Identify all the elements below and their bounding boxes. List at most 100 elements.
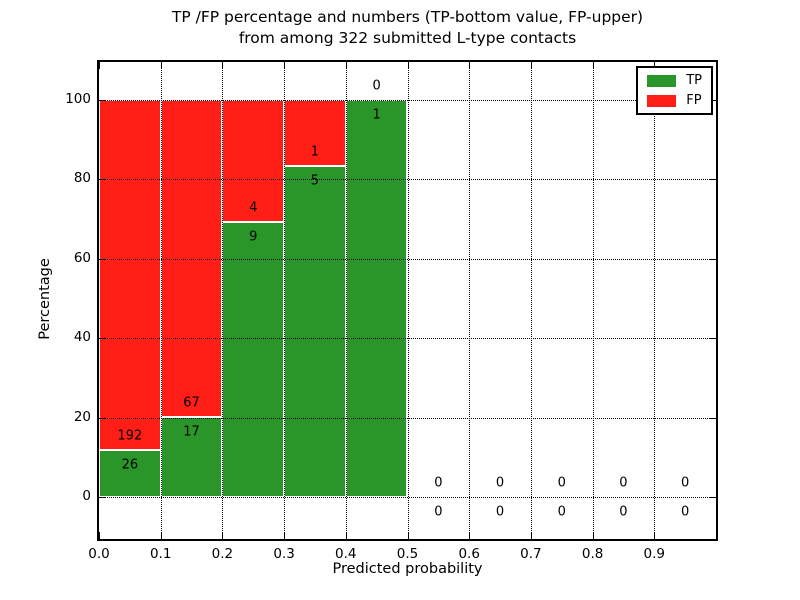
bar-segment-fp <box>222 100 285 223</box>
gridline-vertical <box>222 62 224 539</box>
bar-count-fp: 4 <box>249 200 258 216</box>
y-tick-mark <box>99 100 106 101</box>
bar-count-fp: 0 <box>681 475 690 491</box>
gridline-horizontal <box>99 338 716 340</box>
y-tick-mark <box>709 497 716 498</box>
x-tick-mark <box>345 532 347 539</box>
bar-count-fp: 0 <box>495 475 505 491</box>
legend: TP FP <box>636 66 713 115</box>
y-tick-label: 40 <box>73 329 91 346</box>
x-tick-mark <box>654 62 656 69</box>
gridline-vertical <box>592 62 594 539</box>
y-tick-mark <box>99 258 106 260</box>
y-tick-label: 20 <box>73 408 91 425</box>
y-tick-label: 60 <box>73 249 91 266</box>
gridline-horizontal <box>99 179 716 181</box>
x-tick-mark <box>99 62 100 69</box>
bar-segment-tp <box>345 100 408 497</box>
x-tick-mark <box>160 532 162 539</box>
x-tick-label: 0.5 <box>396 546 419 562</box>
x-tick-mark <box>530 532 532 539</box>
chart-title-line2: from among 322 submitted L-type contacts <box>238 29 577 47</box>
bar-count-tp: 9 <box>249 229 258 245</box>
x-tick-mark <box>592 532 594 539</box>
bar-count-fp: 0 <box>619 475 628 491</box>
x-tick-label: 0.7 <box>520 546 542 562</box>
y-tick-mark <box>99 338 106 340</box>
x-tick-mark <box>345 62 347 69</box>
bar-count-fp: 0 <box>434 475 443 491</box>
x-tick-mark <box>469 62 471 69</box>
x-tick-mark <box>654 532 656 539</box>
y-tick-mark <box>709 338 716 340</box>
fp-color-swatch-icon <box>647 94 677 107</box>
y-tick-mark <box>709 417 716 419</box>
bar-count-tp: 17 <box>183 424 200 440</box>
gridline-vertical <box>345 62 347 539</box>
legend-label-fp: FP <box>686 93 702 108</box>
x-tick-mark <box>407 62 409 69</box>
y-tick-mark <box>99 497 106 498</box>
gridline-horizontal <box>99 497 716 498</box>
x-tick-mark <box>222 62 224 69</box>
y-tick-label: 80 <box>73 170 91 187</box>
legend-item-tp: TP <box>647 74 702 87</box>
bar-count-fp: 0 <box>372 78 381 94</box>
gridline-vertical <box>654 62 656 539</box>
x-tick-mark <box>160 62 162 69</box>
x-tick-mark <box>407 532 409 539</box>
plot-area: TP FP 192 26 67 17 4 9 1 5 0 1 0 0 0 0 0 0 0 0 0 0 0.0 0.1 0.2… <box>65 60 718 562</box>
x-tick-mark <box>592 62 594 69</box>
gridline-vertical <box>160 62 162 539</box>
x-tick-mark <box>222 532 224 539</box>
y-tick-mark <box>99 417 106 419</box>
x-tick-mark <box>284 532 286 539</box>
bar-segment-tp <box>284 166 346 497</box>
y-tick-mark <box>99 179 106 181</box>
x-tick-label: 0.1 <box>149 546 172 562</box>
gridline-vertical <box>469 62 471 539</box>
bar-segment-tp <box>222 222 285 497</box>
x-tick-mark <box>716 532 717 539</box>
x-tick-mark <box>469 532 471 539</box>
chart-title-line1: TP /FP percentage and numbers (TP-bottom… <box>171 8 644 26</box>
bar-count-tp: 5 <box>310 173 320 189</box>
bar-segment-tp <box>99 449 161 497</box>
bar-segment-tp <box>160 416 223 497</box>
gridline-horizontal <box>99 417 716 419</box>
bar-count-tp: 0 <box>619 504 628 520</box>
bar-count-fp: 0 <box>557 475 566 491</box>
x-tick-mark <box>716 62 717 69</box>
x-tick-mark <box>99 532 100 539</box>
legend-label-tp: TP <box>686 73 702 88</box>
bar-count-tp: 0 <box>557 504 566 520</box>
x-tick-label: 0.2 <box>211 546 234 562</box>
y-tick-mark <box>709 258 716 260</box>
x-tick-mark <box>530 62 532 69</box>
x-axis-label: Predicted probability <box>332 561 483 577</box>
y-tick-label: 0 <box>82 488 91 504</box>
bar-count-tp: 0 <box>495 504 505 520</box>
gridline-vertical <box>284 62 286 539</box>
legend-item-fp: FP <box>647 94 702 107</box>
bar-count-tp: 1 <box>372 107 381 123</box>
x-tick-label: 0.4 <box>335 546 357 562</box>
gridline-vertical <box>407 62 409 539</box>
x-tick-label: 0.0 <box>88 546 110 562</box>
y-tick-label: 100 <box>65 91 91 107</box>
y-axis-label: Percentage <box>37 258 53 340</box>
bar-count-tp: 26 <box>121 457 139 473</box>
bar-segment-fp <box>99 100 161 450</box>
y-tick-mark <box>709 179 716 181</box>
x-tick-label: 0.6 <box>458 546 480 562</box>
chart-title: TP /FP percentage and numbers (TP-bottom… <box>97 7 718 49</box>
gridline-horizontal <box>99 258 716 260</box>
x-tick-label: 0.9 <box>643 546 666 562</box>
bar-count-tp: 0 <box>681 504 690 520</box>
bar-count-tp: 0 <box>434 504 443 520</box>
bar-count-fp: 1 <box>310 144 320 160</box>
x-tick-label: 0.8 <box>581 546 604 562</box>
gridline-horizontal <box>99 100 716 101</box>
x-tick-label: 0.3 <box>273 546 295 562</box>
